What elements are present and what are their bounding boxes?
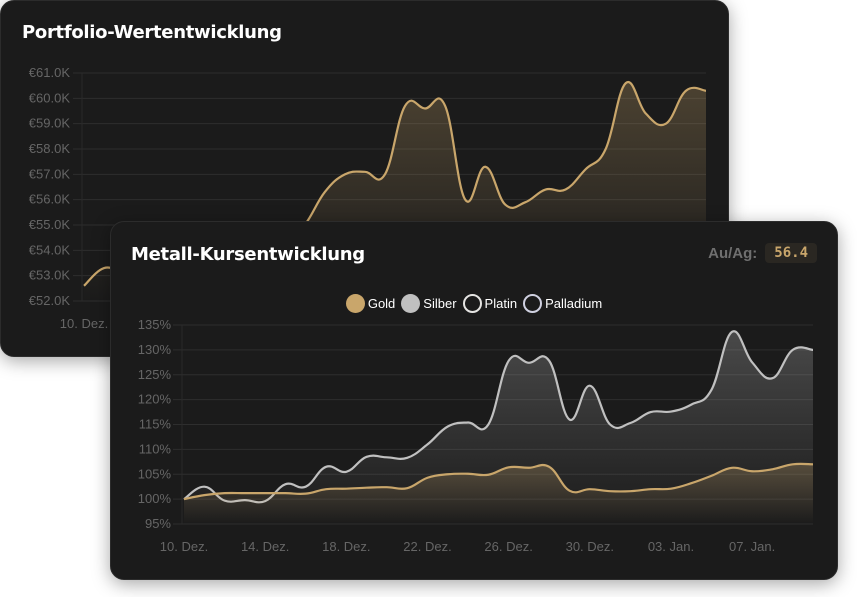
ratio-value: 56.4 <box>765 243 817 263</box>
platinum-swatch-icon <box>462 294 482 313</box>
y-tick-label: €56.0K <box>29 192 71 207</box>
y-tick-label: €57.0K <box>29 166 71 181</box>
metals-card: Metall-Kursentwicklung Au/Ag: 56.4 135% 1… <box>110 221 838 580</box>
y-tick-label: €54.0K <box>29 242 71 257</box>
ratio-label: Au/Ag: <box>708 244 758 262</box>
series-line-gold <box>183 462 814 501</box>
area-fill-gold <box>184 463 813 524</box>
y-tick-label: €55.0K <box>29 217 71 232</box>
y-tick-label: €52.0K <box>29 293 71 308</box>
y-tick-label: €59.0K <box>29 116 71 131</box>
y-tick-label: €61.0K <box>29 65 71 80</box>
y-tick-label: 100% <box>138 491 172 506</box>
chart-legend: Gold Silber Platin Palladium <box>111 294 837 313</box>
legend-label: Platin <box>484 296 518 311</box>
y-tick-label: 105% <box>138 466 172 481</box>
legend-label: Gold <box>367 296 396 311</box>
legend-item-palladium[interactable]: Palladium <box>523 294 602 313</box>
x-tick-label: 14. Dez. <box>241 539 289 554</box>
x-tick-label: 30. Dez. <box>566 539 614 554</box>
y-tick-label: €53.0K <box>29 268 71 283</box>
gold-swatch-icon <box>345 294 365 313</box>
palladium-swatch-icon <box>523 294 543 313</box>
portfolio-title: Portfolio-Wertentwicklung <box>22 22 282 43</box>
x-tick-label: 10. Dez. <box>160 539 208 554</box>
y-tick-label: 120% <box>138 392 172 407</box>
y-tick-label: 95% <box>145 516 171 531</box>
metals-title: Metall-Kursentwicklung <box>131 244 365 265</box>
legend-item-silber[interactable]: Silber <box>401 294 457 313</box>
y-tick-label: 135% <box>138 317 172 332</box>
legend-label: Silber <box>423 296 457 311</box>
x-tick-label: 26. Dez. <box>484 539 532 554</box>
y-tick-label: 110% <box>139 441 172 456</box>
gold-silver-ratio: Au/Ag: 56.4 <box>708 243 817 263</box>
y-tick-label: €60.0K <box>29 90 71 105</box>
y-tick-label: €58.0K <box>29 141 71 156</box>
silver-swatch-icon <box>401 294 421 313</box>
legend-label: Palladium <box>545 296 603 311</box>
y-tick-label: 115% <box>139 417 172 432</box>
x-tick-label: 03. Jan. <box>648 539 694 554</box>
x-tick-label: 22. Dez. <box>403 539 451 554</box>
metals-chart: 135% 130% 125% 120% 115% 110% 105% 100% 95% 10. D… <box>138 317 814 554</box>
x-tick-label: 18. Dez. <box>322 539 370 554</box>
series-line-silber <box>183 330 814 504</box>
x-tick-label: 10. Dez. <box>60 316 108 331</box>
legend-item-platin[interactable]: Platin <box>462 294 518 313</box>
legend-item-gold[interactable]: Gold <box>345 294 396 313</box>
y-tick-label: 125% <box>138 367 172 382</box>
area-fill-silber <box>184 331 813 524</box>
y-tick-label: 130% <box>138 342 172 357</box>
x-tick-label: 07. Jan. <box>729 539 775 554</box>
